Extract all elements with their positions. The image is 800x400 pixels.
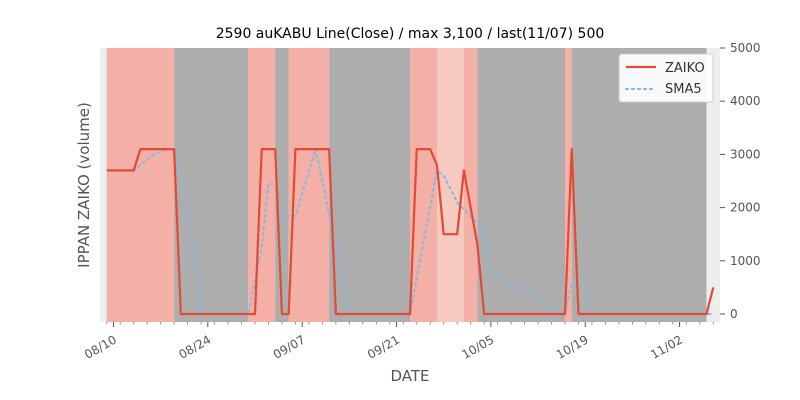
background-band-11 — [565, 48, 572, 322]
y-axis-title: IPPAN ZAIKO (volume) — [75, 102, 93, 268]
sma5-line — [132, 147, 715, 316]
x-axis-title: DATE — [390, 367, 429, 385]
background-band-1 — [106, 48, 175, 322]
background-band-13 — [706, 48, 720, 322]
background-band-10 — [477, 48, 565, 322]
legend-label-sma5: SMA5 — [665, 82, 702, 97]
chart-title: 2590 auKABU Line(Close) / max 3,100 / la… — [216, 26, 605, 42]
background-bands — [100, 48, 720, 322]
background-band-2 — [174, 48, 249, 322]
y-tick-label-4: 4000 — [730, 94, 761, 108]
series-layer — [106, 147, 715, 316]
legend: ZAIKO SMA5 — [618, 53, 714, 103]
plot-area — [100, 48, 720, 322]
y-tick-label-5: 5000 — [730, 41, 761, 55]
background-band-0 — [100, 48, 107, 322]
y-tick-label-0: 0 — [730, 307, 738, 321]
zaiko-line — [106, 147, 715, 316]
background-band-7 — [410, 48, 437, 322]
background-band-8 — [436, 48, 464, 322]
background-band-9 — [463, 48, 478, 322]
y-axis: 0 1000 2000 3000 4000 5000 — [720, 41, 761, 321]
legend-label-zaiko: ZAIKO — [665, 61, 705, 76]
background-band-6 — [329, 48, 410, 322]
background-band-3 — [248, 48, 276, 322]
y-tick-label-2: 2000 — [730, 201, 761, 215]
y-tick-label-1: 1000 — [730, 254, 761, 268]
y-tick-label-3: 3000 — [730, 147, 761, 161]
